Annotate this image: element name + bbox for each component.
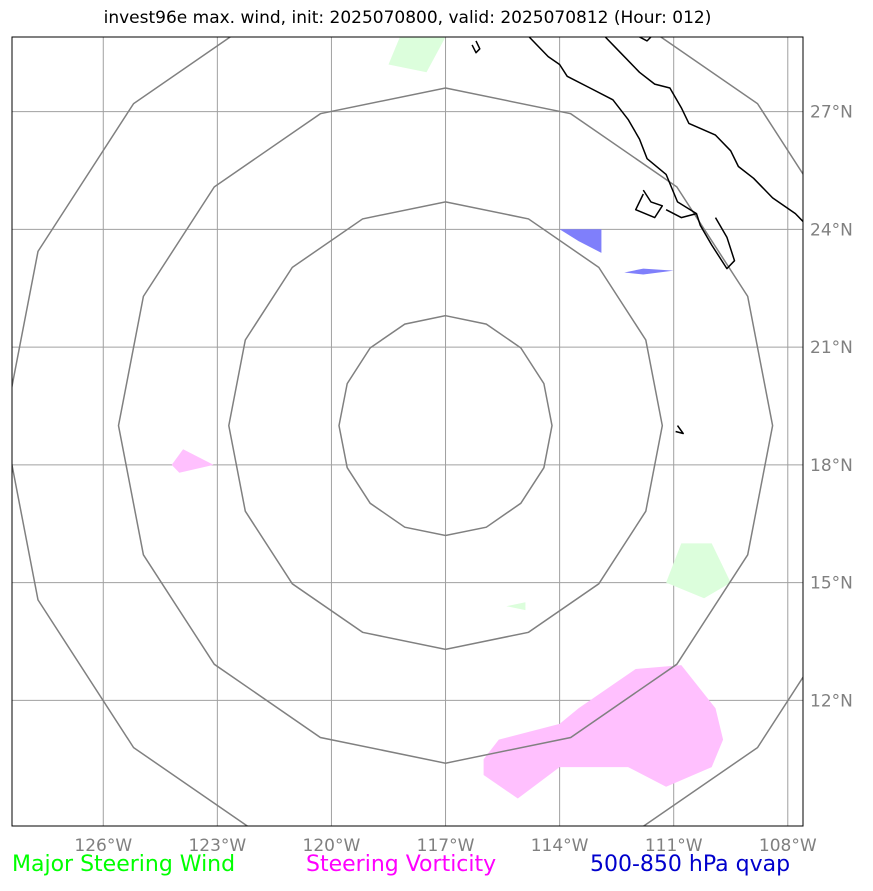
latitude-label: 24°N xyxy=(810,220,853,240)
longitude-label: 111°W xyxy=(645,836,703,856)
steering-vorticity-area xyxy=(171,449,214,473)
field-overlays xyxy=(171,37,731,799)
latitude-label: 18°N xyxy=(810,456,853,476)
latitude-tick-labels: 27°N 24°N 21°N 18°N 15°N 12°N xyxy=(810,103,853,712)
range-ring xyxy=(338,314,553,537)
range-ring xyxy=(228,201,664,651)
coastline xyxy=(471,37,803,435)
longitude-label: 120°W xyxy=(303,836,361,856)
coastline-segment xyxy=(471,40,481,54)
longitude-label: 117°W xyxy=(417,836,475,856)
steering-wind-area xyxy=(666,543,731,599)
range-rings xyxy=(12,37,803,826)
coastline-segment xyxy=(675,425,684,435)
legend-steering-wind: Major Steering Wind xyxy=(12,852,236,877)
coastline-segment xyxy=(604,37,803,223)
coastline-segment xyxy=(634,189,664,219)
coastline-segment xyxy=(528,37,736,270)
map-title: invest96e max. wind, init: 2025070800, v… xyxy=(103,8,712,28)
coastline-segment xyxy=(639,37,652,42)
legend-steering-vorticity: Steering Vorticity xyxy=(306,852,497,877)
steering-wind-area xyxy=(388,37,446,73)
longitude-label: 123°W xyxy=(188,836,246,856)
range-ring xyxy=(12,37,803,826)
qvap-area xyxy=(624,268,674,275)
map-frame xyxy=(11,36,804,827)
latitude-label: 21°N xyxy=(810,338,853,358)
qvap-area xyxy=(559,229,602,253)
longitude-tick-labels: 126°W 123°W 120°W 117°W 114°W 111°W 108°W xyxy=(74,836,816,856)
latitude-label: 15°N xyxy=(810,574,853,594)
longitude-label: 114°W xyxy=(531,836,589,856)
latitude-label: 27°N xyxy=(810,103,853,123)
legend-qvap: 500-850 hPa qvap xyxy=(590,852,791,877)
steering-wind-area xyxy=(506,602,526,611)
coastline-segment xyxy=(665,209,697,219)
range-ring xyxy=(117,87,774,764)
steering-vorticity-area xyxy=(483,665,724,799)
longitude-label: 108°W xyxy=(759,836,817,856)
latitude-label: 12°N xyxy=(810,691,853,711)
longitude-label: 126°W xyxy=(74,836,132,856)
